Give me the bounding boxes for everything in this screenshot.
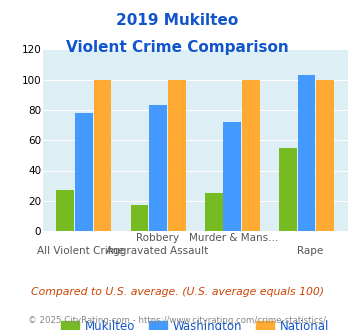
Bar bbox=[279, 148, 297, 231]
Text: Murder & Mans...: Murder & Mans... bbox=[189, 233, 278, 243]
Text: Robbery: Robbery bbox=[136, 233, 179, 243]
Legend: Mukilteo, Washington, National: Mukilteo, Washington, National bbox=[56, 315, 334, 330]
Text: Compared to U.S. average. (U.S. average equals 100): Compared to U.S. average. (U.S. average … bbox=[31, 287, 324, 297]
Text: Rape: Rape bbox=[297, 246, 323, 256]
Bar bbox=[168, 80, 186, 231]
Text: All Violent Crime: All Violent Crime bbox=[37, 246, 124, 256]
Text: 2019 Mukilteo: 2019 Mukilteo bbox=[116, 13, 239, 28]
Bar bbox=[56, 190, 74, 231]
Text: Violent Crime Comparison: Violent Crime Comparison bbox=[66, 40, 289, 54]
Bar bbox=[75, 113, 93, 231]
Bar bbox=[131, 205, 148, 231]
Bar bbox=[316, 80, 334, 231]
Bar bbox=[297, 75, 316, 231]
Text: © 2025 CityRating.com - https://www.cityrating.com/crime-statistics/: © 2025 CityRating.com - https://www.city… bbox=[28, 315, 327, 325]
Text: Aggravated Assault: Aggravated Assault bbox=[106, 246, 208, 256]
Bar bbox=[205, 193, 223, 231]
Bar bbox=[242, 80, 260, 231]
Bar bbox=[149, 106, 167, 231]
Bar bbox=[94, 80, 111, 231]
Bar bbox=[223, 122, 241, 231]
